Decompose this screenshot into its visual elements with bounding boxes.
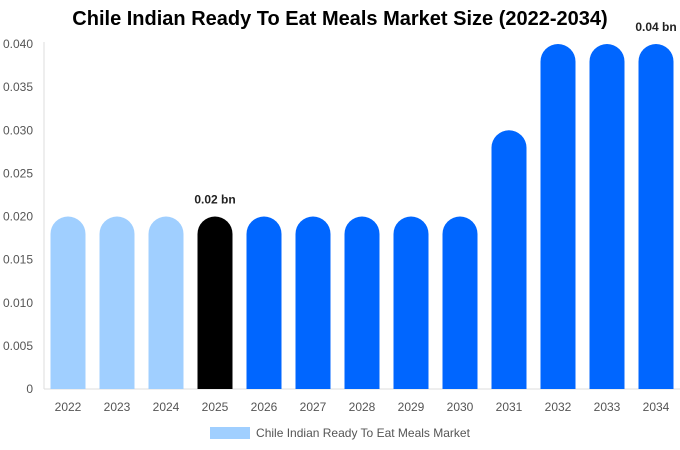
bar-2025 <box>197 216 233 389</box>
bar-2027 <box>295 216 331 389</box>
legend: Chile Indian Ready To Eat Meals Market <box>0 426 680 440</box>
y-tick-label: 0 <box>26 382 33 396</box>
bar-2031 <box>491 130 527 389</box>
legend-swatch <box>210 427 251 439</box>
y-tick-label: 0.010 <box>3 296 33 310</box>
x-tick-label: 2033 <box>594 400 621 414</box>
bar-2030 <box>442 216 478 389</box>
x-tick-label: 2031 <box>496 400 523 414</box>
x-tick-label: 2023 <box>104 400 131 414</box>
x-tick-label: 2022 <box>55 400 82 414</box>
y-tick-label: 0.005 <box>3 339 33 353</box>
bar-2028 <box>344 216 380 389</box>
y-tick-label: 0.025 <box>3 166 33 180</box>
x-tick-label: 2032 <box>545 400 572 414</box>
y-tick-label: 0.020 <box>3 210 33 224</box>
y-tick-label: 0.030 <box>3 123 33 137</box>
bar-2024 <box>148 216 184 389</box>
x-tick-label: 2025 <box>202 400 229 414</box>
x-tick-label: 2024 <box>153 400 180 414</box>
y-tick-label: 0.035 <box>3 80 33 94</box>
bar-2023 <box>99 216 135 389</box>
x-tick-label: 2030 <box>447 400 474 414</box>
x-tick-label: 2029 <box>398 400 425 414</box>
bar-2033 <box>589 44 625 389</box>
legend-label: Chile Indian Ready To Eat Meals Market <box>256 426 470 440</box>
y-tick-label: 0.040 <box>3 37 33 51</box>
bar-2032 <box>540 44 576 389</box>
bar-2026 <box>246 216 282 389</box>
y-tick-label: 0.015 <box>3 253 33 267</box>
data-label-2034: 0.04 bn <box>635 20 676 34</box>
bar-2022 <box>50 216 86 389</box>
bar-2029 <box>393 216 429 389</box>
x-tick-label: 2034 <box>643 400 670 414</box>
bar-2034 <box>638 44 674 389</box>
x-tick-label: 2028 <box>349 400 376 414</box>
x-tick-label: 2027 <box>300 400 327 414</box>
data-label-2025: 0.02 bn <box>194 193 235 207</box>
chart-title: Chile Indian Ready To Eat Meals Market S… <box>72 8 608 30</box>
x-tick-label: 2026 <box>251 400 278 414</box>
